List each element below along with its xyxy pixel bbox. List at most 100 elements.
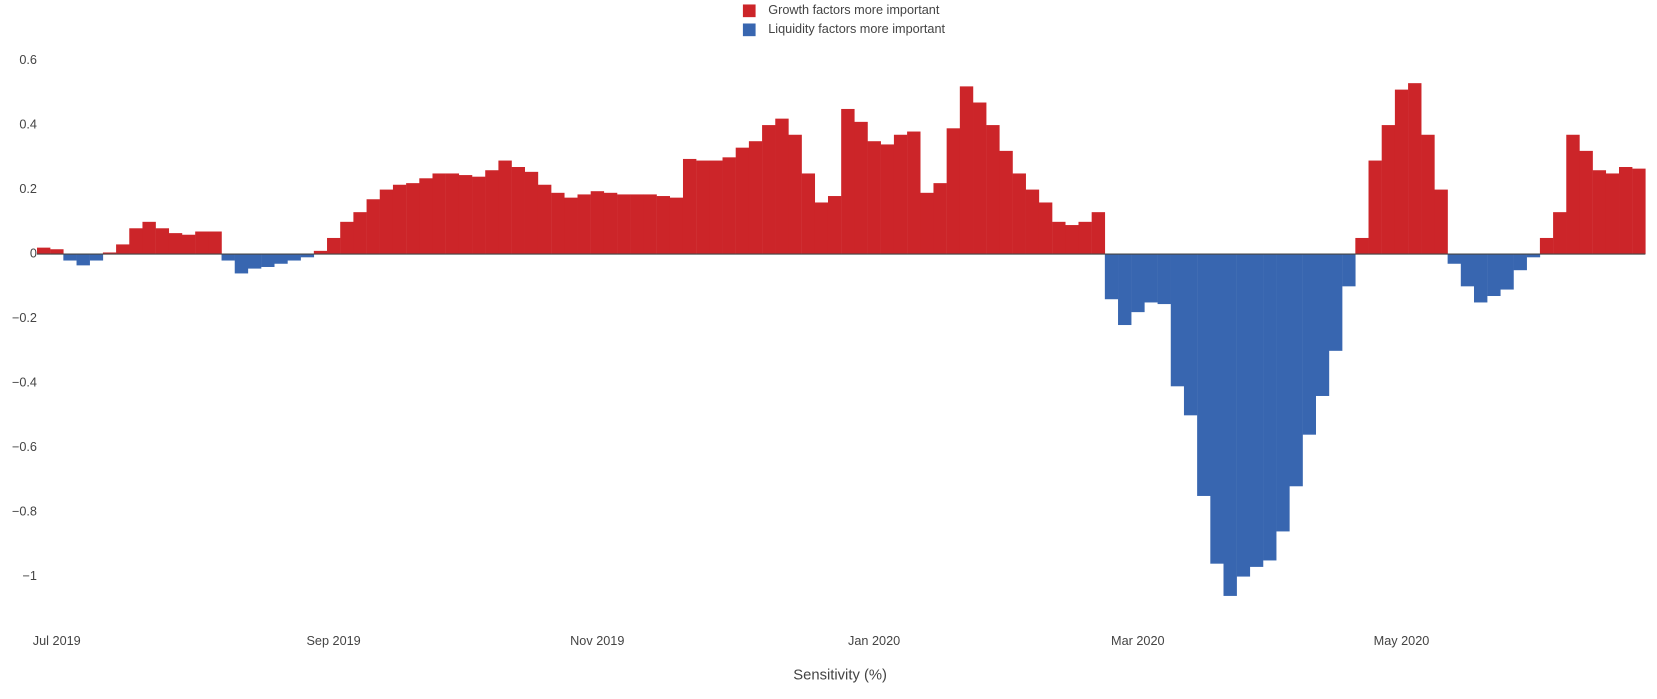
bar bbox=[1104, 254, 1119, 300]
bar bbox=[1328, 254, 1343, 351]
bar bbox=[221, 254, 235, 261]
bar bbox=[76, 254, 90, 266]
bar bbox=[1038, 202, 1053, 255]
bar bbox=[36, 247, 51, 255]
bar bbox=[498, 160, 512, 255]
bar bbox=[801, 173, 816, 255]
bar bbox=[168, 233, 183, 255]
y-tick-label: −1 bbox=[23, 569, 37, 583]
bar bbox=[973, 102, 987, 255]
bar bbox=[1355, 237, 1369, 255]
bar bbox=[735, 147, 750, 255]
bar bbox=[300, 254, 315, 258]
bar bbox=[1619, 167, 1633, 255]
bar bbox=[1276, 254, 1290, 532]
bar bbox=[920, 192, 934, 255]
bar bbox=[722, 157, 736, 255]
bar bbox=[155, 228, 170, 255]
bar bbox=[1473, 254, 1488, 303]
bar bbox=[1513, 254, 1527, 271]
bar bbox=[1434, 189, 1448, 255]
bar bbox=[630, 194, 644, 255]
bar bbox=[603, 192, 618, 255]
bar bbox=[1315, 254, 1330, 396]
bar bbox=[762, 125, 776, 255]
bar bbox=[1592, 170, 1607, 255]
x-tick-label: Jul 2019 bbox=[33, 634, 81, 648]
bar bbox=[406, 183, 420, 255]
bar bbox=[247, 254, 262, 269]
bar bbox=[1183, 254, 1198, 416]
bar bbox=[788, 134, 802, 255]
bar bbox=[287, 254, 301, 261]
bar bbox=[1539, 237, 1554, 255]
bar bbox=[1236, 254, 1251, 577]
legend-swatch bbox=[742, 23, 756, 37]
bar bbox=[419, 178, 433, 255]
bar bbox=[1091, 212, 1106, 255]
legend-swatch bbox=[742, 4, 756, 18]
bar bbox=[458, 175, 473, 255]
bar bbox=[274, 254, 288, 264]
bar bbox=[682, 158, 697, 255]
bar bbox=[1289, 254, 1303, 487]
bar bbox=[1012, 173, 1026, 255]
x-tick-label: May 2020 bbox=[1374, 634, 1430, 648]
bar bbox=[775, 118, 789, 255]
bar bbox=[1302, 254, 1316, 435]
bar bbox=[261, 254, 275, 267]
bar bbox=[1118, 254, 1132, 326]
bar bbox=[1526, 254, 1541, 258]
bar bbox=[999, 150, 1013, 255]
bar bbox=[313, 250, 328, 255]
bar bbox=[933, 183, 947, 255]
bar bbox=[1078, 221, 1092, 255]
bar bbox=[827, 196, 842, 255]
bar bbox=[656, 196, 671, 255]
bar bbox=[577, 194, 591, 255]
bar bbox=[590, 191, 605, 255]
bar bbox=[709, 160, 723, 255]
bar bbox=[537, 184, 552, 255]
bar bbox=[1605, 173, 1620, 255]
bar bbox=[1197, 254, 1211, 496]
bar bbox=[1500, 254, 1514, 290]
y-tick-label: −0.6 bbox=[12, 440, 37, 454]
bar bbox=[564, 197, 578, 255]
bar bbox=[485, 170, 499, 255]
x-tick-label: Jan 2020 bbox=[848, 634, 900, 648]
x-tick-label: Sep 2019 bbox=[306, 634, 360, 648]
bar bbox=[1144, 254, 1158, 303]
y-tick-label: −0.4 bbox=[12, 375, 37, 389]
bar bbox=[893, 134, 908, 255]
bar bbox=[208, 231, 222, 255]
bar bbox=[392, 184, 407, 255]
bar bbox=[551, 192, 565, 255]
bar bbox=[142, 221, 156, 255]
bar bbox=[1553, 212, 1567, 255]
bar bbox=[472, 176, 486, 255]
bar bbox=[102, 252, 117, 255]
bar bbox=[1421, 134, 1435, 255]
bar bbox=[1131, 254, 1145, 313]
bar bbox=[959, 86, 974, 255]
bar bbox=[1487, 254, 1501, 297]
bar bbox=[63, 254, 77, 261]
bar bbox=[854, 121, 868, 255]
bar bbox=[1223, 254, 1237, 596]
bar bbox=[1052, 221, 1066, 255]
bar bbox=[327, 237, 341, 255]
legend-label: Liquidity factors more important bbox=[768, 22, 945, 36]
y-tick-label: 0.2 bbox=[19, 182, 37, 196]
bar bbox=[617, 194, 631, 255]
bar bbox=[986, 125, 1000, 255]
bar bbox=[182, 234, 196, 255]
bar bbox=[1210, 254, 1224, 564]
bar bbox=[1342, 254, 1356, 287]
bar bbox=[1368, 160, 1382, 255]
bar bbox=[1579, 150, 1593, 255]
bar bbox=[1408, 83, 1422, 255]
bar bbox=[432, 173, 446, 255]
bar bbox=[50, 249, 64, 255]
legend-label: Growth factors more important bbox=[768, 3, 940, 17]
